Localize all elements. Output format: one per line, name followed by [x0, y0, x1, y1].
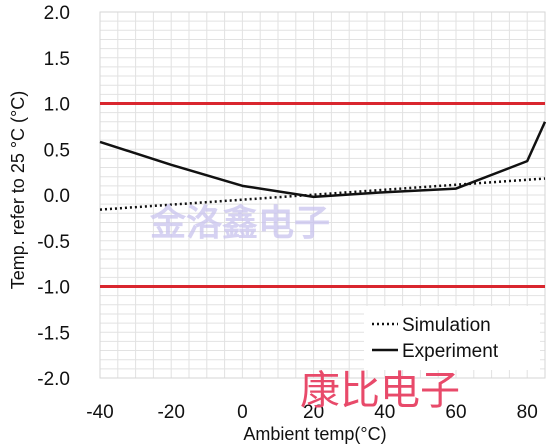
x-axis-ticks: -40 -20 0 20 40 60 80	[86, 402, 538, 423]
legend-entry-simulation: Simulation	[402, 315, 491, 336]
y-tick-label: -1.0	[37, 278, 70, 299]
y-tick-label: 0.5	[44, 140, 70, 161]
plot-frame	[99, 11, 546, 379]
legend-entry-experiment: Experiment	[402, 341, 499, 362]
legend: Simulation Experiment	[364, 306, 540, 370]
y-tick-label: 1.5	[44, 49, 70, 70]
y-tick-label: 0.0	[44, 186, 70, 207]
legend-box	[364, 306, 540, 370]
x-tick-label: 20	[303, 402, 324, 423]
watermark-jinluoxin: 金洛鑫电子	[149, 202, 330, 244]
series-line-experiment	[99, 121, 547, 199]
y-tick-label: 1.0	[44, 95, 70, 116]
watermark-kangbi: 康比电子	[300, 368, 460, 414]
y-tick-label: 2.0	[44, 3, 70, 24]
y-tick-label: -2.0	[37, 369, 70, 390]
series-group	[99, 121, 547, 211]
x-tick-label: 80	[517, 402, 538, 423]
y-tick-label: -1.5	[37, 323, 70, 344]
x-tick-label: -20	[157, 402, 184, 423]
x-tick-label: 40	[374, 402, 395, 423]
y-axis-ticks: 2.0 1.5 1.0 0.5 0.0 -0.5 -1.0 -1.5 -2.0	[37, 3, 70, 390]
y-tick-label: -0.5	[37, 232, 70, 253]
y-axis-label: Temp. refer to 25 °C (°C)	[8, 91, 28, 289]
x-tick-label: 60	[445, 402, 466, 423]
x-tick-label: 0	[237, 402, 248, 423]
x-tick-label: -40	[86, 402, 113, 423]
x-axis-label: Ambient temp(°C)	[243, 424, 386, 444]
reference-lines	[100, 102, 545, 288]
